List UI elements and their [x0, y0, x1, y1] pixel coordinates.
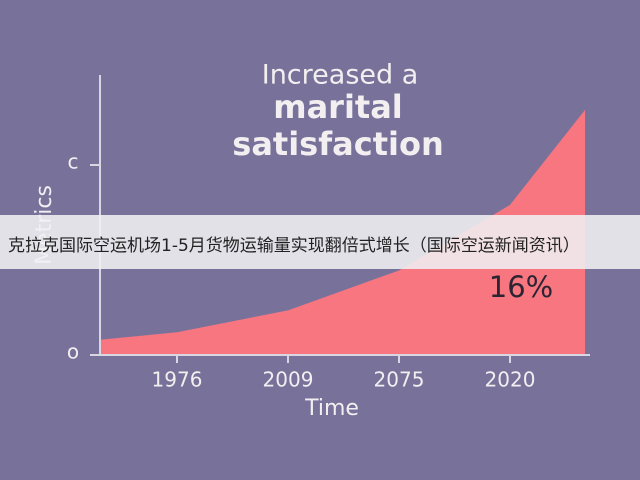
banner-text: 克拉克国际空运机场1-5月货物运输量实现翻倍式增长（国际空运新闻资讯） [8, 236, 580, 256]
y-tick-label: o [67, 340, 79, 364]
y-tick-label: c [68, 150, 79, 174]
x-tick-label: 2009 [263, 368, 314, 392]
title-line: Increased a [262, 60, 419, 91]
news-banner: 克拉克国际空运机场1-5月货物运输量实现翻倍式增长（国际空运新闻资讯） [0, 215, 640, 269]
title-line: satisfaction [232, 125, 443, 163]
title-line: marital [273, 88, 403, 126]
area [100, 109, 585, 356]
x-tick-label: 1976 [152, 368, 203, 392]
x-axis-label: Time [304, 396, 359, 421]
x-tick-label: 2020 [485, 368, 536, 392]
annotation: 16% [489, 270, 553, 304]
x-tick-label: 2075 [374, 368, 425, 392]
